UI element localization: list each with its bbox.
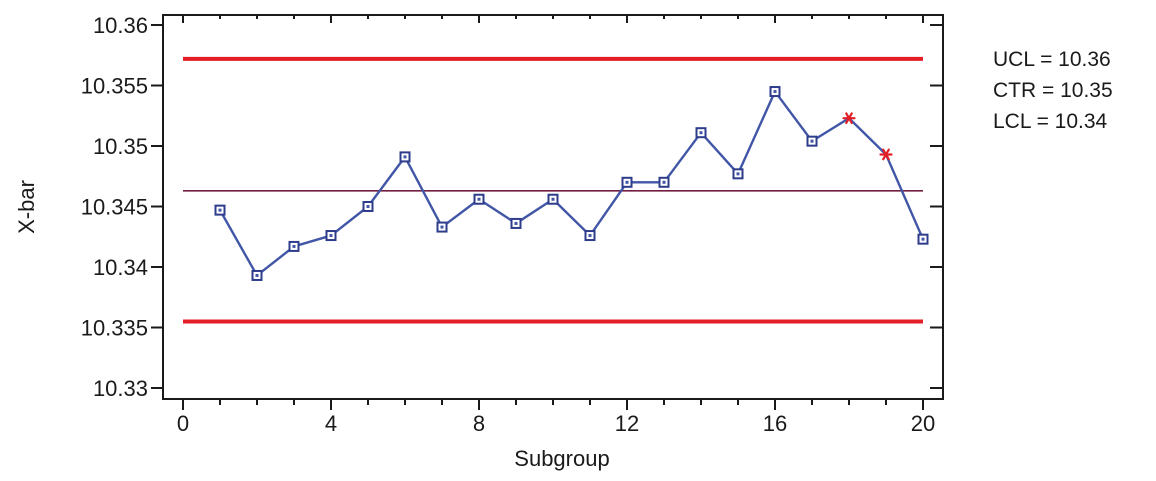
x-tick-label: 0 bbox=[177, 411, 189, 436]
y-tick-label: 10.34 bbox=[93, 255, 148, 280]
data-point-marker-dot bbox=[736, 172, 740, 176]
data-point-marker-dot bbox=[514, 221, 518, 225]
y-tick-label: 10.36 bbox=[93, 13, 148, 38]
y-tick-label: 10.335 bbox=[81, 316, 148, 341]
x-tick-label: 20 bbox=[911, 411, 935, 436]
plot-border bbox=[162, 14, 944, 400]
data-point-marker-dot bbox=[218, 208, 222, 212]
x-tick-label: 16 bbox=[763, 411, 787, 436]
data-point-marker-dot bbox=[588, 234, 592, 238]
xbar-series-line bbox=[218, 90, 925, 277]
ctr-value-label: CTR = 10.35 bbox=[993, 79, 1113, 102]
y-tick-label: 10.35 bbox=[93, 134, 148, 159]
y-tick-label: 10.345 bbox=[81, 195, 148, 220]
x-tick-label: 4 bbox=[325, 411, 337, 436]
out-of-control-marker bbox=[882, 148, 890, 161]
x-tick-label: 12 bbox=[615, 411, 639, 436]
control-limits-legend: UCL = 10.36 CTR = 10.35 LCL = 10.34 bbox=[993, 44, 1113, 137]
ucl-value-label: UCL = 10.36 bbox=[993, 48, 1111, 71]
y-tick-label: 10.33 bbox=[93, 376, 148, 401]
data-point-marker-dot bbox=[773, 90, 777, 94]
data-point-marker-dot bbox=[662, 180, 666, 184]
x-axis-title: Subgroup bbox=[514, 446, 610, 471]
data-point-marker-dot bbox=[366, 205, 370, 208]
lcl-value-label: LCL = 10.34 bbox=[993, 110, 1108, 133]
data-point-marker-dot bbox=[625, 180, 629, 184]
x-tick-label: 8 bbox=[473, 411, 485, 436]
data-point-marker-dot bbox=[403, 155, 407, 159]
data-point-marker-dot bbox=[292, 244, 296, 248]
data-point-marker-dot bbox=[921, 237, 925, 241]
out-of-control-marker bbox=[845, 112, 853, 125]
data-point-marker-dot bbox=[810, 139, 814, 143]
y-axis-title: X-bar bbox=[14, 180, 39, 234]
y-tick-label: 10.355 bbox=[81, 74, 148, 99]
data-point-marker-dot bbox=[255, 273, 259, 277]
data-point-marker-dot bbox=[477, 197, 481, 201]
data-point-marker-dot bbox=[440, 225, 444, 229]
data-point-marker-dot bbox=[551, 197, 555, 201]
data-point-marker-dot bbox=[329, 234, 333, 238]
data-point-marker-dot bbox=[699, 131, 703, 135]
